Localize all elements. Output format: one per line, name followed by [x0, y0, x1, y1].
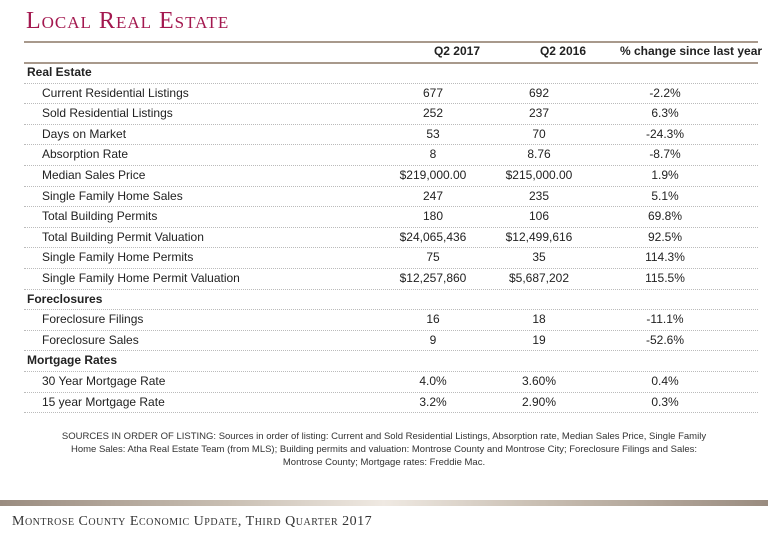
table-row: Single Family Home Permit Valuation $12,2… — [24, 269, 758, 290]
footer-bar — [0, 500, 768, 506]
cell-change: -24.3% — [645, 126, 685, 141]
row-label: Real Estate — [27, 65, 92, 79]
cell-q2-2016: 106 — [528, 209, 550, 224]
row-label: Single Family Home Permit Valuation — [42, 270, 240, 285]
row-label: Single Family Home Sales — [42, 188, 183, 203]
cell-q2-2017: 53 — [426, 126, 440, 141]
cell-change: -11.1% — [646, 312, 684, 327]
cell-q2-2017: 252 — [422, 106, 444, 121]
cell-q2-2017: $24,065,436 — [399, 229, 467, 244]
row-label: 15 year Mortgage Rate — [42, 394, 165, 409]
header-change: % change since last year — [620, 44, 763, 58]
cell-q2-2016: 692 — [528, 85, 550, 100]
sources-note: SOURCES IN ORDER OF LISTING: Sources in … — [61, 431, 707, 468]
row-label: Foreclosure Sales — [42, 332, 139, 347]
table-row: Foreclosure Sales 9 19 -52.6% — [24, 331, 758, 352]
table-row: Absorption Rate 8 8.76 -8.7% — [24, 145, 758, 166]
table-row: 30 Year Mortgage Rate 4.0% 3.60% 0.4% — [24, 372, 758, 393]
table-row: Sold Residential Listings 252 237 6.3% — [24, 104, 758, 125]
section-header-row: Real Estate — [24, 63, 758, 84]
table-row: Days on Market 53 70 -24.3% — [24, 125, 758, 146]
row-label: Foreclosure Filings — [42, 312, 144, 327]
row-label: Foreclosures — [27, 291, 103, 306]
header-q2-2016: Q2 2016 — [539, 44, 587, 58]
cell-q2-2017: 247 — [422, 188, 444, 203]
cell-change: 1.9% — [651, 167, 679, 182]
cell-change: 6.3% — [651, 106, 679, 121]
cell-change: -52.6% — [645, 332, 685, 347]
row-label: Single Family Home Permits — [42, 250, 194, 265]
cell-q2-2017: 9 — [429, 332, 437, 347]
cell-q2-2017: 16 — [426, 312, 440, 327]
cell-q2-2016: 70 — [532, 126, 546, 141]
table-row: Total Building Permit Valuation $24,065,4… — [24, 228, 758, 249]
page-title: Local Real Estate — [26, 8, 230, 34]
table-header: Q2 2017 Q2 2016 % change since last year — [24, 44, 763, 61]
cell-change: 5.1% — [651, 188, 679, 203]
cell-q2-2016: $5,687,202 — [508, 270, 570, 285]
table-row: Current Residential Listings 677 692 -2.2% — [24, 84, 758, 105]
row-label: Mortgage Rates — [27, 353, 118, 368]
cell-q2-2017: 8 — [429, 147, 437, 162]
table-row: Total Building Permits 180 106 69.8% — [24, 207, 758, 228]
cell-q2-2017: 75 — [426, 250, 440, 265]
cell-q2-2017: 3.2% — [419, 394, 447, 409]
cell-q2-2017: $219,000.00 — [399, 167, 467, 182]
row-label: Absorption Rate — [42, 147, 129, 162]
table-row: Single Family Home Permits 75 35 114.3% — [24, 248, 758, 269]
cell-change: -2.2% — [649, 85, 681, 100]
cell-change: 92.5% — [647, 229, 683, 244]
cell-q2-2016: 8.76 — [527, 147, 551, 162]
table-row: Single Family Home Sales 247 235 5.1% — [24, 187, 758, 208]
cell-q2-2017: 180 — [422, 209, 444, 224]
cell-change: 115.5% — [645, 270, 685, 285]
row-label: Current Residential Listings — [42, 85, 189, 100]
table-row: Foreclosure Filings 16 18 -11.1% — [24, 310, 758, 331]
row-label: Total Building Permits — [42, 209, 158, 224]
cell-q2-2016: 237 — [528, 106, 550, 121]
section-header-row: Mortgage Rates — [24, 351, 758, 372]
cell-q2-2016: 235 — [528, 188, 550, 203]
cell-q2-2016: 18 — [532, 312, 546, 327]
cell-change: 69.8% — [647, 209, 683, 224]
cell-q2-2016: $215,000.00 — [505, 167, 573, 182]
cell-q2-2016: $12,499,616 — [505, 229, 573, 244]
cell-change: 0.3% — [651, 394, 679, 409]
cell-change: 0.4% — [651, 373, 679, 388]
cell-q2-2017: $12,257,860 — [399, 270, 467, 285]
top-rule — [24, 41, 758, 43]
header-q2-2017: Q2 2017 — [433, 44, 481, 58]
table-row: 15 year Mortgage Rate 3.2% 2.90% 0.3% — [24, 393, 758, 414]
cell-change: 114.3% — [645, 250, 685, 265]
row-label: Sold Residential Listings — [42, 106, 173, 121]
cell-q2-2016: 2.90% — [521, 394, 557, 409]
header-rule — [24, 62, 758, 64]
cell-q2-2016: 19 — [532, 332, 546, 347]
footer-text: Montrose County Economic Update, Third Q… — [12, 514, 373, 529]
row-label: Median Sales Price — [42, 167, 146, 182]
cell-q2-2016: 35 — [532, 250, 546, 265]
section-header-row: Foreclosures — [24, 290, 758, 311]
table-row: Median Sales Price $219,000.00 $215,000.00… — [24, 166, 758, 187]
row-label: Total Building Permit Valuation — [42, 229, 204, 244]
cell-q2-2017: 677 — [422, 85, 444, 100]
table-body: Real Estate Current Residential Listings 6… — [24, 63, 758, 414]
cell-change: -8.7% — [649, 147, 681, 162]
cell-q2-2016: 3.60% — [521, 373, 557, 388]
cell-q2-2017: 4.0% — [419, 373, 447, 388]
row-label: 30 Year Mortgage Rate — [42, 373, 166, 388]
row-label: Days on Market — [42, 126, 127, 141]
